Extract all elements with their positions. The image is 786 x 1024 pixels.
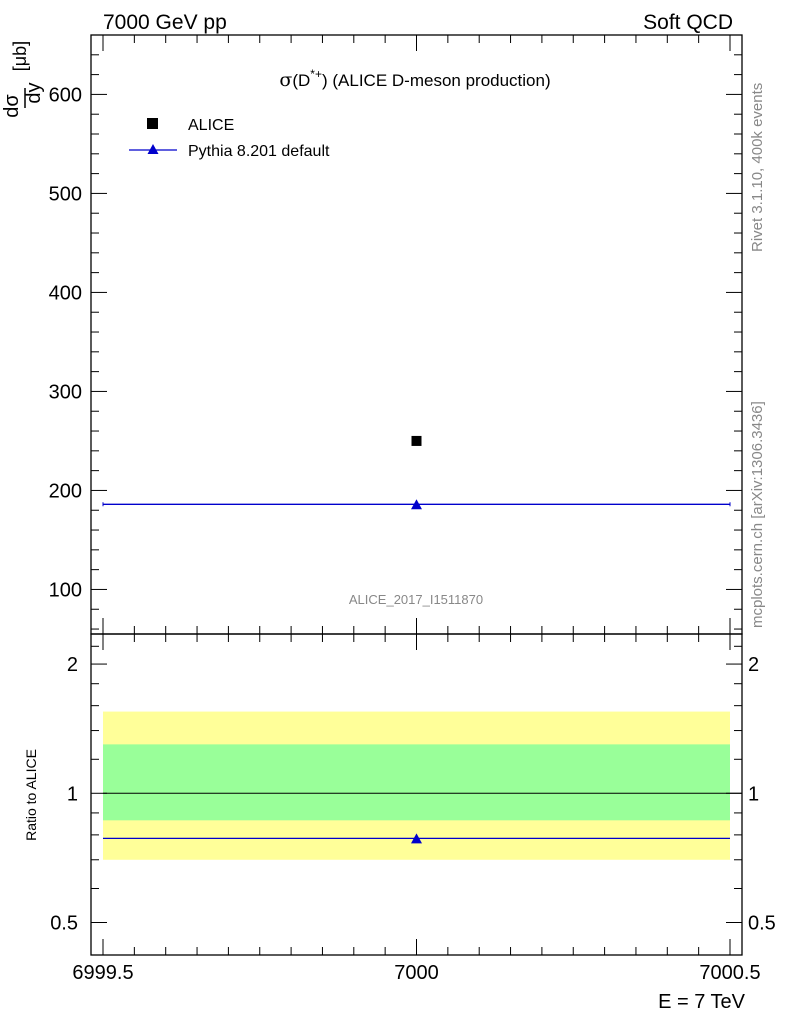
main-y-tick-label: 600: [49, 84, 82, 106]
main-y-tick-label: 100: [49, 579, 82, 601]
x-tick-label: 7000: [394, 962, 439, 984]
rivet-version-label: Rivet 3.1.10, 400k events: [749, 83, 766, 252]
x-tick-label: 7000.5: [699, 962, 760, 984]
main-y-tick-label: 400: [49, 282, 82, 304]
pythia-data-point: [411, 499, 422, 510]
x-axis-label: E = 7 TeV: [658, 991, 746, 1013]
ratio-y-tick-label-left: 2: [67, 654, 78, 676]
main-y-tick-labels: 100 200 300 400 500 600: [49, 84, 82, 601]
main-data-marks: [102, 435, 731, 510]
header-left: 7000 GeV pp: [103, 11, 227, 34]
main-y-tick-label: 500: [49, 183, 82, 205]
legend-label-pythia: Pythia 8.201 default: [188, 143, 330, 160]
ratio-y-tick-label-left: 0.5: [50, 912, 78, 934]
y-axis-label: dσ dy [μb]: [1, 41, 45, 118]
legend-marker-pythia: [147, 144, 159, 154]
main-panel: 100 200 300 400 500 600 σ(D*+) (ALICE D-meson…: [1, 34, 743, 635]
ratio-y-tick-labels: 0.5 0.5 1 1 2 2: [50, 654, 776, 934]
x-tick-label: 6999.5: [72, 962, 133, 984]
ratio-y-tick-label-right: 1: [748, 783, 759, 805]
ratio-uncertainty-bands: [103, 711, 742, 860]
ratio-y-tick-label-right: 2: [748, 654, 759, 676]
header-right: Soft QCD: [643, 11, 733, 34]
ratio-y-tick-label-left: 1: [67, 783, 78, 805]
ratio-frame: [90, 633, 743, 956]
mcplots-source-label: mcplots.cern.ch [arXiv:1306.3436]: [749, 401, 766, 628]
ratio-data-marks: [103, 833, 730, 844]
ratio-inner-band: [103, 744, 730, 821]
y-axis-label-unit: [μb]: [10, 41, 30, 71]
alice-data-point: [411, 435, 422, 446]
ratio-panel: 0.5 0.5 1 1 2 2 6999.5 7000 7000.5 Ratio to ALI…: [23, 633, 776, 1013]
x-tick-labels: 6999.5 7000 7000.5: [72, 962, 760, 984]
y-axis-label-num: dσ: [1, 94, 23, 118]
ratio-y-tick-label-right: 0.5: [748, 912, 776, 934]
main-y-tick-label: 200: [49, 480, 82, 502]
ratio-ticks: [91, 634, 742, 955]
legend-marker-alice: [147, 118, 158, 129]
ratio-y-axis-label: Ratio to ALICE: [23, 749, 39, 841]
plot-title: σ(D*+) (ALICE D-meson production): [279, 67, 550, 91]
legend: ALICE Pythia 8.201 default: [129, 117, 330, 160]
legend-label-alice: ALICE: [188, 117, 234, 134]
analysis-watermark: ALICE_2017_I1511870: [349, 592, 483, 607]
y-axis-label-den: dy: [23, 82, 45, 103]
ratio-pythia-point: [411, 833, 422, 844]
main-y-tick-label: 300: [49, 381, 82, 403]
